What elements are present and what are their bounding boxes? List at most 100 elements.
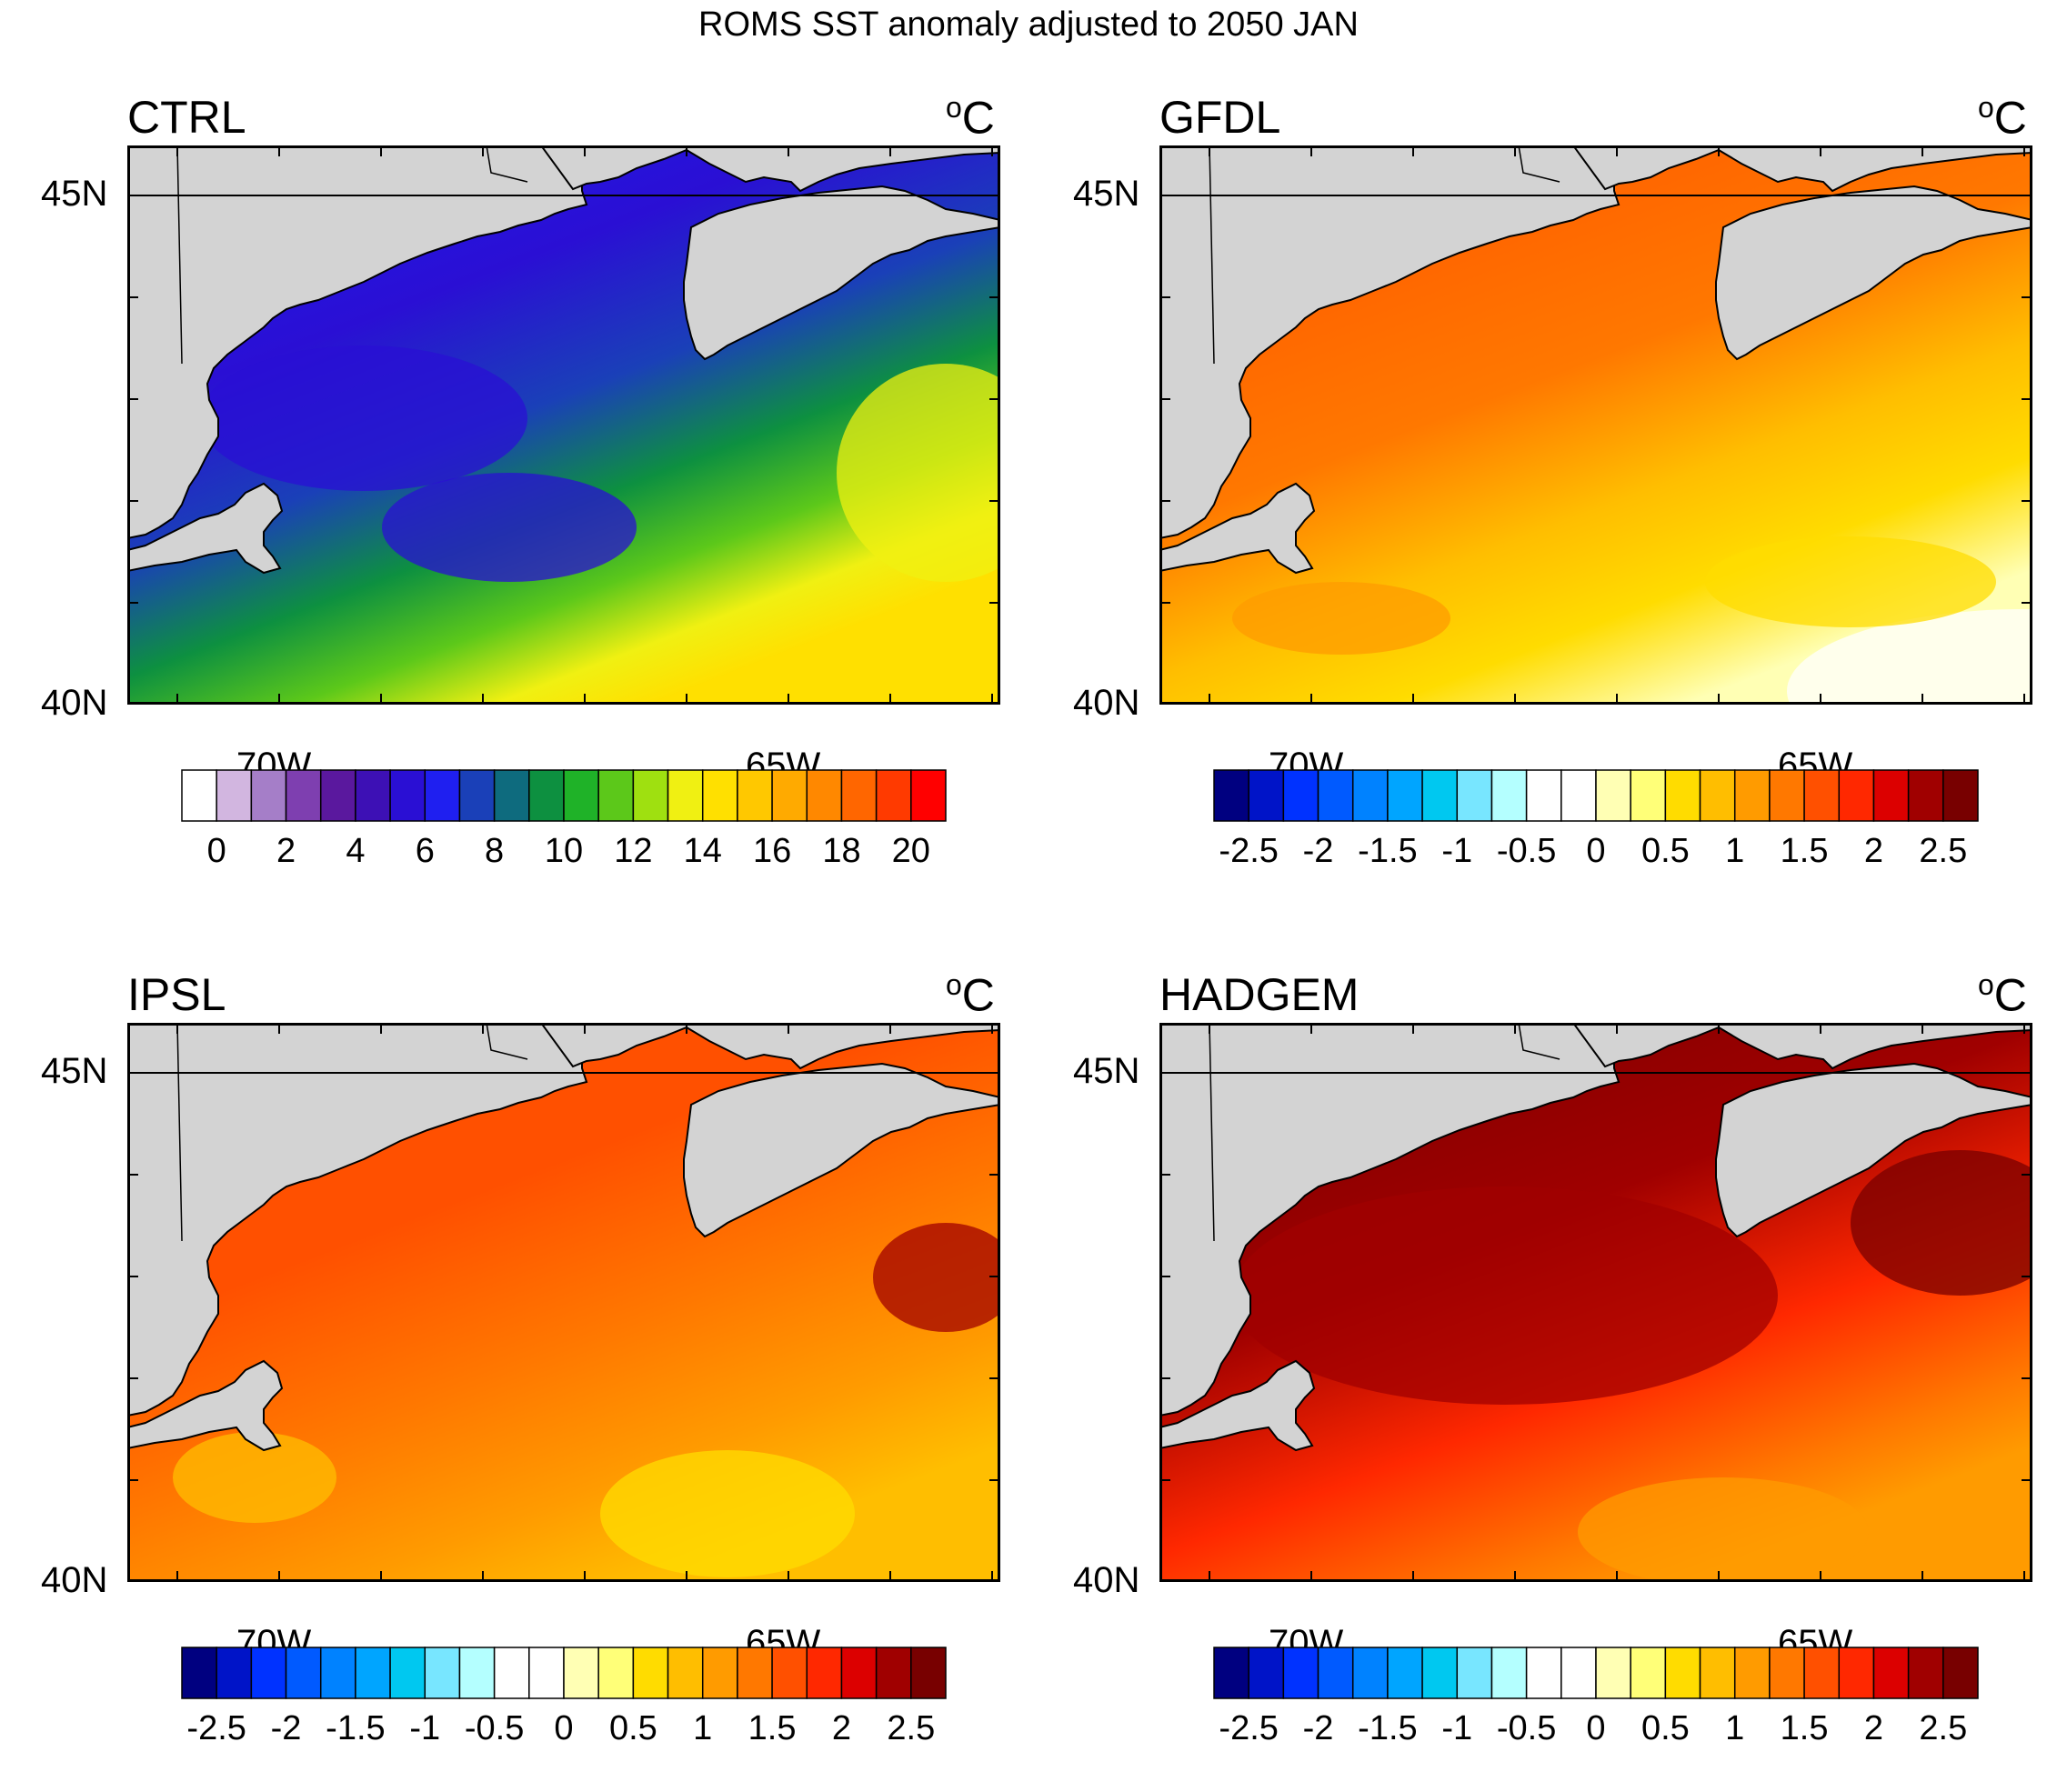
colorbar <box>181 769 947 822</box>
panel-title: CTRL <box>127 92 246 143</box>
colorbar-label: 0.5 <box>1641 832 1690 870</box>
colorbar-swatch <box>1456 1647 1493 1699</box>
anomaly-contour <box>1578 1477 1869 1582</box>
colorbar-swatch <box>181 769 217 822</box>
colorbar-swatch <box>319 769 356 822</box>
colorbar-label: 14 <box>683 832 722 870</box>
figure-title: ROMS SST anomaly adjusted to 2050 JAN <box>698 5 1359 44</box>
colorbar-swatch <box>1421 1647 1459 1699</box>
state-border <box>486 1023 528 1060</box>
colorbar-swatch <box>1248 1647 1285 1699</box>
colorbar-swatch <box>1769 1647 1805 1699</box>
colorbar-label: 2.5 <box>1919 832 1968 870</box>
colorbar-label: -2 <box>1302 832 1334 870</box>
colorbar-swatch <box>528 1647 565 1699</box>
colorbar-swatch <box>632 769 669 822</box>
latitude-label: 45N <box>41 1051 108 1091</box>
colorbar-swatch <box>1872 769 1910 822</box>
map-panel-ctrl: CTRL oC 45N 40N 70W 65W 0 2 4 6 8 10 12 14 16 18 20 <box>41 55 1091 909</box>
colorbar-swatch <box>250 1647 287 1699</box>
colorbar-swatch <box>1803 1647 1841 1699</box>
colorbar-swatch <box>1803 769 1841 822</box>
anomaly-contour <box>1851 1150 2032 1296</box>
sst-anomaly-map <box>127 1023 1000 1582</box>
land-mass <box>127 482 284 575</box>
colorbar-swatch <box>424 769 461 822</box>
colorbar-label: 20 <box>891 832 930 870</box>
colorbar-swatch <box>285 1647 322 1699</box>
latitude-label: 40N <box>41 1560 108 1600</box>
colorbar-label: 8 <box>485 832 505 870</box>
colorbar-label: 1.5 <box>1780 832 1829 870</box>
unit-label: oC <box>1978 91 2027 144</box>
colorbar-swatch <box>216 1647 253 1699</box>
map-frame <box>1159 1023 2032 1582</box>
anomaly-contour <box>1787 609 2032 705</box>
colorbar-label: 1 <box>693 1709 713 1747</box>
anomaly-contour <box>837 364 1000 582</box>
colorbar-swatch <box>806 1647 843 1699</box>
colorbar-swatch <box>355 1647 391 1699</box>
colorbar-swatch <box>737 1647 773 1699</box>
colorbar-swatch <box>701 1647 738 1699</box>
colorbar-swatch <box>771 1647 808 1699</box>
colorbar-swatch <box>1421 769 1459 822</box>
colorbar-label: 2 <box>1863 1709 1884 1747</box>
colorbar-swatch <box>1248 769 1285 822</box>
colorbar-swatch <box>1317 1647 1354 1699</box>
colorbar-label: 4 <box>346 832 366 870</box>
colorbar-label: -2.5 <box>1219 832 1279 870</box>
colorbar-label: 10 <box>544 832 584 870</box>
latitude-label: 45N <box>41 174 108 214</box>
colorbar-swatch <box>1525 769 1562 822</box>
land-mass <box>127 145 588 540</box>
colorbar-label: 1 <box>1725 832 1745 870</box>
state-border <box>486 145 528 183</box>
colorbar-label: -2.5 <box>1219 1709 1279 1747</box>
colorbar-swatch <box>1490 769 1528 822</box>
sst-anomaly-map <box>127 145 1000 705</box>
colorbar-swatch <box>910 1647 947 1699</box>
map-panel-ipsl: IPSL oC 45N 40N 70W 65W -2.5 -2 -1.5 -1 -0.5 0 0.5 1 1… <box>41 932 1091 1787</box>
land-mass <box>127 1023 588 1417</box>
colorbar-swatch <box>597 1647 635 1699</box>
colorbar-swatch <box>1872 1647 1910 1699</box>
colorbar-swatch <box>1351 1647 1389 1699</box>
colorbar-swatch <box>1282 769 1319 822</box>
panel-title: GFDL <box>1159 92 1281 143</box>
colorbar-swatch <box>1630 1647 1667 1699</box>
colorbar-label: -2 <box>1302 1709 1334 1747</box>
colorbar-label: -1.5 <box>1358 1709 1418 1747</box>
colorbar-swatch <box>1595 1647 1631 1699</box>
colorbar-swatch <box>1595 769 1631 822</box>
land-mass <box>1159 1359 1316 1452</box>
colorbar-swatch <box>1387 1647 1423 1699</box>
land-mass <box>683 185 1000 361</box>
state-border <box>1209 1023 1215 1242</box>
colorbar-swatch <box>563 1647 599 1699</box>
colorbar-label: 1 <box>1725 1709 1745 1747</box>
colorbar-swatch <box>1699 1647 1736 1699</box>
colorbar-swatch <box>1317 769 1354 822</box>
colorbar-swatch <box>701 769 738 822</box>
anomaly-contour <box>200 345 527 491</box>
latitude-label: 45N <box>1073 1051 1140 1091</box>
land-mass <box>539 1023 1000 1070</box>
map-frame <box>127 145 1000 705</box>
colorbar-label: 2.5 <box>887 1709 936 1747</box>
colorbar-swatch <box>875 1647 912 1699</box>
colorbar-swatch <box>389 1647 426 1699</box>
colorbar-swatch <box>806 769 843 822</box>
colorbar-swatch <box>250 769 287 822</box>
colorbar-swatch <box>771 769 808 822</box>
map-frame <box>127 1023 1000 1582</box>
colorbar-label: 0.5 <box>1641 1709 1690 1747</box>
anomaly-contour <box>1705 536 1996 627</box>
colorbar-swatch <box>632 1647 669 1699</box>
anomaly-contour <box>382 473 637 582</box>
latitude-label: 40N <box>1073 1560 1140 1600</box>
colorbar-label: 0 <box>554 1709 574 1747</box>
colorbar-swatch <box>667 769 704 822</box>
colorbar-swatch <box>1907 769 1944 822</box>
state-border <box>176 145 183 365</box>
